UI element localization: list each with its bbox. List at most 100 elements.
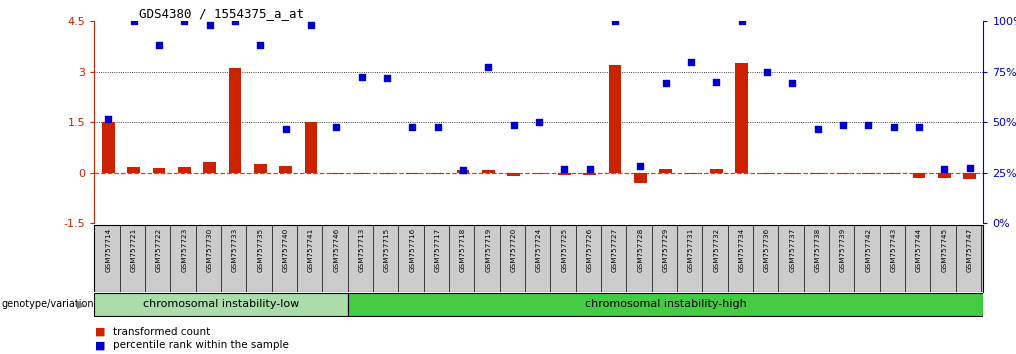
Point (481, 64, 497, 69)
Text: ■: ■ (94, 340, 105, 350)
Bar (305, 122, 317, 173)
Text: GSM757746: GSM757746 (333, 228, 339, 273)
Text: GSM757724: GSM757724 (536, 228, 542, 273)
Bar (583, 173, 596, 175)
Text: GSM757726: GSM757726 (586, 228, 592, 273)
Text: GSM757742: GSM757742 (866, 228, 872, 273)
Bar (507, 173, 520, 176)
Text: GSM757713: GSM757713 (359, 228, 365, 273)
Text: GSM757739: GSM757739 (840, 228, 846, 273)
Point (607, 18, 623, 24)
Bar (786, 173, 799, 174)
Bar (102, 122, 115, 173)
Bar (432, 173, 444, 174)
Bar (482, 170, 495, 173)
Text: GSM757734: GSM757734 (739, 228, 745, 273)
Text: GSM757738: GSM757738 (815, 228, 821, 273)
Bar (330, 173, 342, 174)
Bar (229, 68, 242, 173)
Point (784, 81, 801, 86)
Bar (127, 166, 140, 173)
Bar (963, 173, 976, 179)
Point (379, 76, 395, 81)
Text: GSM757745: GSM757745 (941, 228, 947, 273)
Text: percentile rank within the sample: percentile rank within the sample (113, 340, 289, 350)
Text: GSM757722: GSM757722 (156, 228, 163, 273)
Point (252, 42, 268, 48)
Text: GSM757736: GSM757736 (764, 228, 770, 273)
Text: GSM757723: GSM757723 (182, 228, 187, 273)
Text: GSM757729: GSM757729 (662, 228, 669, 273)
Text: GSM757714: GSM757714 (106, 228, 112, 273)
Point (683, 59, 699, 64)
Point (581, 166, 597, 172)
Point (277, 126, 294, 132)
Point (404, 124, 421, 130)
Bar (811, 173, 824, 174)
Text: GSM757727: GSM757727 (612, 228, 618, 273)
Text: GSM757716: GSM757716 (409, 228, 416, 273)
Text: chromosomal instability-low: chromosomal instability-low (143, 299, 300, 309)
Bar (406, 173, 419, 174)
Bar (381, 173, 393, 174)
Text: GSM757718: GSM757718 (460, 228, 466, 273)
Bar (761, 173, 773, 174)
Text: GSM757728: GSM757728 (637, 228, 643, 273)
Text: GSM757747: GSM757747 (966, 228, 972, 273)
Point (961, 165, 977, 170)
Point (708, 79, 724, 85)
Bar (659, 169, 672, 173)
Text: GSM757720: GSM757720 (511, 228, 517, 273)
Text: GSM757737: GSM757737 (789, 228, 796, 273)
Point (531, 119, 548, 125)
Text: transformed count: transformed count (113, 327, 210, 337)
Point (354, 74, 370, 80)
Text: GDS4380 / 1554375_a_at: GDS4380 / 1554375_a_at (139, 7, 304, 20)
Point (126, 18, 142, 24)
Bar (152, 167, 166, 173)
Bar (736, 63, 748, 173)
Point (201, 22, 217, 28)
Bar (203, 162, 216, 173)
Point (810, 126, 826, 132)
Point (227, 18, 243, 24)
Point (861, 123, 877, 129)
Point (101, 116, 117, 122)
Text: GSM757725: GSM757725 (561, 228, 567, 273)
Text: GSM757733: GSM757733 (232, 228, 238, 273)
Point (455, 167, 471, 173)
Text: GSM757735: GSM757735 (257, 228, 263, 273)
Bar (347, 293, 983, 316)
Point (328, 124, 344, 130)
Bar (710, 169, 722, 173)
Point (910, 124, 927, 130)
Point (506, 123, 522, 129)
Bar (912, 173, 926, 178)
Text: GSM757732: GSM757732 (713, 228, 719, 273)
Text: GSM757731: GSM757731 (688, 228, 694, 273)
Bar (279, 166, 292, 173)
Point (835, 123, 851, 129)
Bar (456, 170, 469, 173)
Text: genotype/variation: genotype/variation (1, 299, 93, 309)
Bar (609, 65, 622, 173)
Bar (178, 166, 191, 173)
Bar (938, 173, 951, 178)
Text: GSM757719: GSM757719 (486, 228, 492, 273)
Bar (634, 173, 646, 183)
Point (734, 18, 750, 24)
Point (936, 166, 952, 172)
Bar (887, 173, 900, 174)
Text: GSM757743: GSM757743 (891, 228, 896, 273)
Bar (558, 173, 571, 175)
Bar (532, 173, 546, 174)
Point (556, 166, 572, 172)
Point (430, 124, 446, 130)
Bar (254, 164, 267, 173)
Text: GSM757744: GSM757744 (915, 228, 922, 273)
Text: GSM757740: GSM757740 (282, 228, 289, 273)
Text: GSM757717: GSM757717 (435, 228, 441, 273)
Bar (94, 293, 347, 316)
Point (759, 69, 775, 75)
Bar (862, 173, 875, 174)
